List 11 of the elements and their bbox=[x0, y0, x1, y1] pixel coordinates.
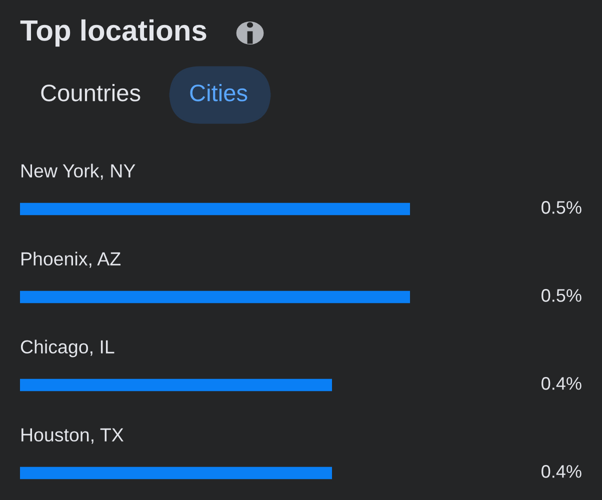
text: Cities bbox=[190, 84, 248, 102]
data-label: 0.5% bbox=[542, 289, 582, 302]
chart-title: Top locations bbox=[20, 19, 206, 47]
data-label: 0.5% bbox=[542, 201, 582, 214]
text: Countries bbox=[41, 84, 140, 102]
y-tick-label: Phoenix, AZ bbox=[22, 252, 121, 268]
y-tick-label: New York, NY bbox=[22, 164, 136, 180]
y-tick-label: Houston, TX bbox=[22, 428, 124, 444]
y-tick-label: Chicago, IL bbox=[20, 340, 114, 358]
data-label: 0.4% bbox=[542, 465, 582, 478]
data-label: 0.4% bbox=[542, 377, 582, 390]
